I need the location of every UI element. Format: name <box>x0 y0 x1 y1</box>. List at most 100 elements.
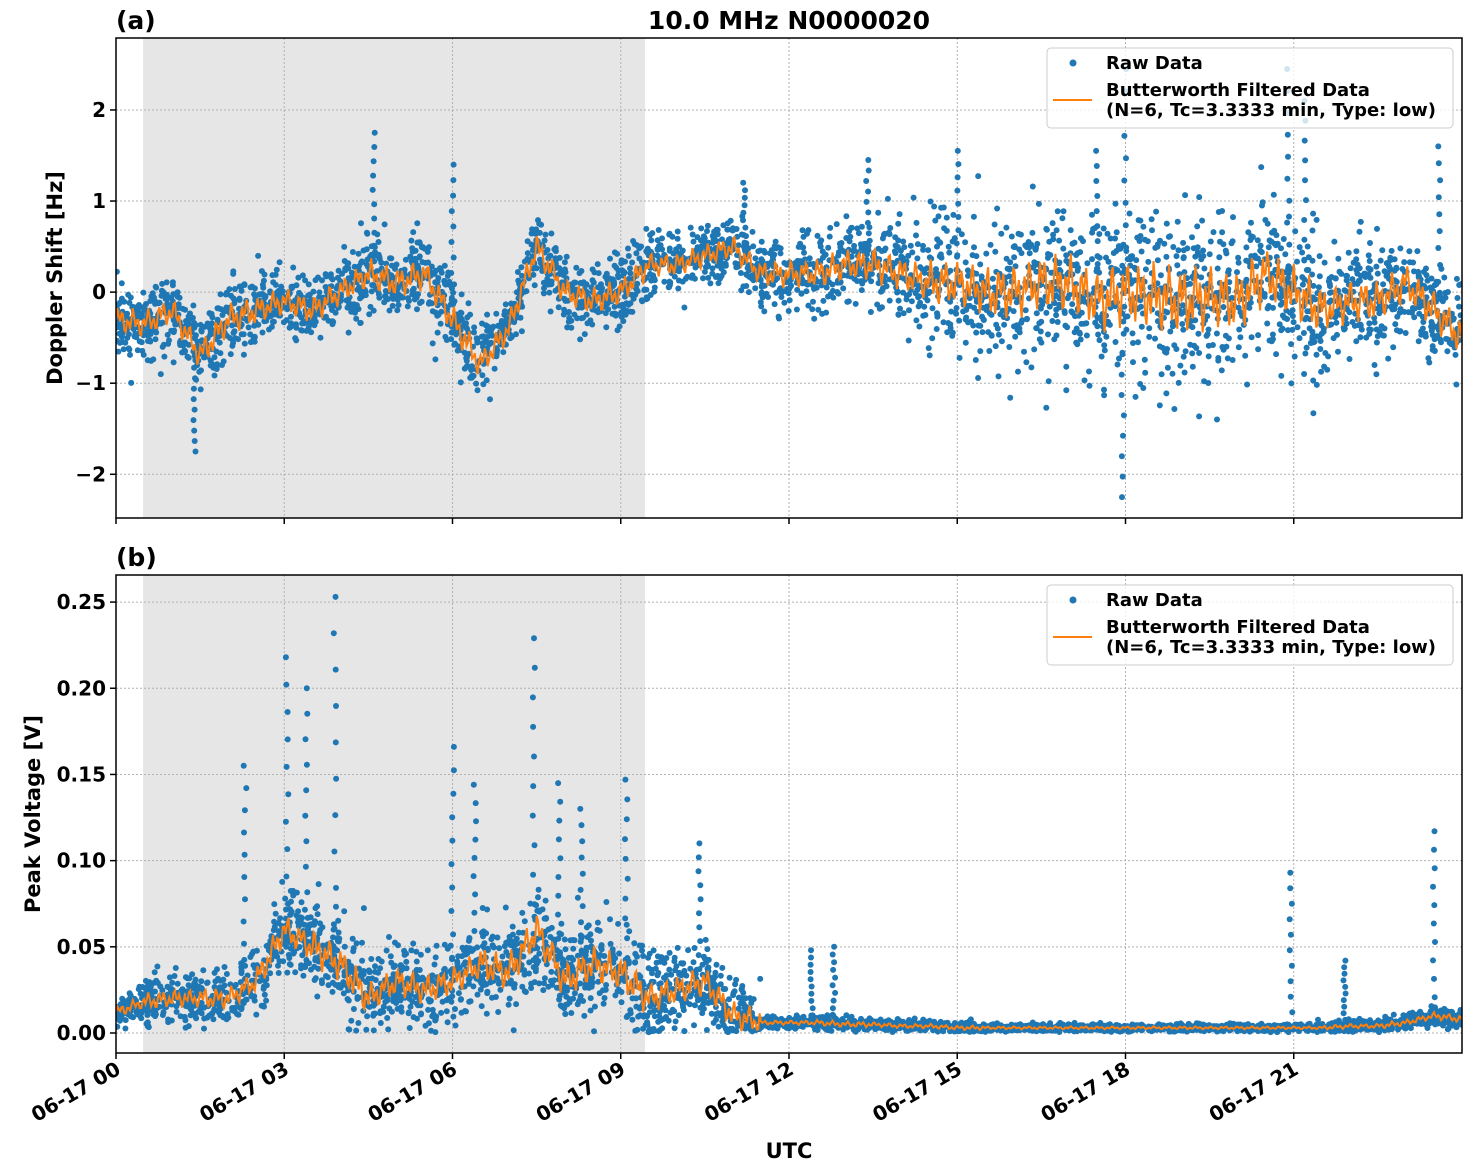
raw-data-point <box>394 307 401 314</box>
raw-data-point <box>927 198 934 205</box>
raw-data-point <box>988 311 995 318</box>
raw-data-point <box>385 1026 392 1033</box>
raw-data-point <box>298 327 305 334</box>
y-tick-label: 0.20 <box>57 676 106 700</box>
raw-data-point <box>222 291 229 298</box>
raw-data-point <box>1391 304 1397 311</box>
raw-data-point <box>992 248 999 255</box>
raw-data-point <box>208 320 215 327</box>
y-tick-label: −2 <box>75 462 106 486</box>
raw-data-point <box>548 278 555 285</box>
raw-data-point <box>1373 339 1380 346</box>
raw-data-point <box>1056 304 1063 311</box>
raw-data-point <box>627 270 634 277</box>
raw-data-point <box>948 308 955 315</box>
raw-data-point <box>547 252 554 259</box>
raw-data-point <box>1326 299 1333 306</box>
raw-data-point <box>1154 243 1161 250</box>
raw-data-point <box>1083 332 1090 339</box>
raw-data-point <box>601 995 608 1001</box>
raw-data-point <box>971 244 977 251</box>
raw-data-point <box>768 247 775 254</box>
raw-data-point <box>955 227 962 234</box>
raw-data-point <box>1145 258 1152 265</box>
raw-data-point <box>1161 240 1168 247</box>
raw-data-point <box>1187 341 1194 348</box>
raw-data-point <box>1280 236 1287 242</box>
raw-data-point <box>647 271 654 277</box>
raw-data-point <box>1083 320 1090 327</box>
raw-data-point <box>536 229 543 236</box>
raw-data-point <box>913 317 920 324</box>
raw-data-point <box>345 987 352 994</box>
raw-data-point <box>749 228 756 235</box>
raw-data-point <box>334 274 341 281</box>
raw-data-point <box>1303 314 1310 321</box>
raw-data-point <box>962 239 969 246</box>
raw-data-point <box>719 964 726 971</box>
raw-data-point <box>724 220 731 227</box>
raw-data-point <box>1434 332 1441 339</box>
raw-data-point <box>359 258 365 265</box>
raw-data-point <box>1094 261 1101 267</box>
raw-data-point <box>921 269 928 276</box>
raw-data-point <box>251 291 258 298</box>
raw-data-point <box>208 326 215 333</box>
raw-data-point <box>269 318 276 325</box>
raw-data-point <box>1334 331 1340 338</box>
raw-data-point <box>741 232 747 239</box>
raw-data-point <box>1255 332 1262 339</box>
raw-data-point <box>1203 332 1210 339</box>
raw-data-point <box>945 243 952 250</box>
raw-data-point <box>319 277 325 284</box>
y-tick-label: 0.05 <box>57 935 106 959</box>
raw-data-point <box>1301 236 1308 243</box>
raw-data-point <box>1286 197 1293 204</box>
raw-data-point <box>1089 229 1096 236</box>
raw-data-point <box>730 227 737 234</box>
raw-data-point <box>1374 333 1381 340</box>
raw-data-point <box>1053 332 1060 339</box>
raw-data-point <box>387 953 394 960</box>
raw-data-point <box>1140 223 1147 230</box>
raw-data-point <box>1424 1025 1431 1031</box>
raw-data-point <box>1196 194 1203 201</box>
raw-data-point <box>1261 291 1268 297</box>
raw-data-point <box>473 335 480 342</box>
raw-data-point <box>186 317 192 324</box>
raw-data-point <box>1167 328 1174 335</box>
raw-data-point <box>1140 385 1147 391</box>
raw-data-point <box>438 1009 445 1016</box>
raw-data-point <box>858 287 865 294</box>
raw-data-point <box>922 312 929 318</box>
raw-data-point <box>602 310 609 317</box>
raw-data-point <box>1093 163 1100 169</box>
raw-data-point <box>1235 304 1242 311</box>
raw-data-point <box>931 203 938 210</box>
y-tick-label: −1 <box>75 371 106 395</box>
raw-data-point <box>1335 348 1341 355</box>
raw-data-point <box>1017 231 1024 238</box>
raw-data-point <box>159 280 166 287</box>
raw-data-point <box>905 252 912 259</box>
raw-data-point <box>1222 315 1229 322</box>
raw-data-point <box>190 417 197 424</box>
raw-data-point <box>341 943 348 950</box>
raw-data-point <box>125 331 132 338</box>
raw-data-point <box>956 317 963 324</box>
raw-data-point <box>432 356 439 363</box>
raw-data-point <box>124 316 131 323</box>
raw-data-point <box>826 233 833 240</box>
raw-data-point <box>1068 308 1075 315</box>
raw-data-point <box>1335 255 1342 262</box>
raw-data-point <box>464 325 471 332</box>
raw-data-point <box>895 220 902 227</box>
raw-data-point <box>528 985 535 991</box>
raw-data-point <box>1210 229 1217 236</box>
raw-data-point <box>450 192 457 199</box>
raw-data-point <box>691 275 698 282</box>
raw-data-point <box>288 313 294 320</box>
raw-data-point <box>934 243 940 250</box>
